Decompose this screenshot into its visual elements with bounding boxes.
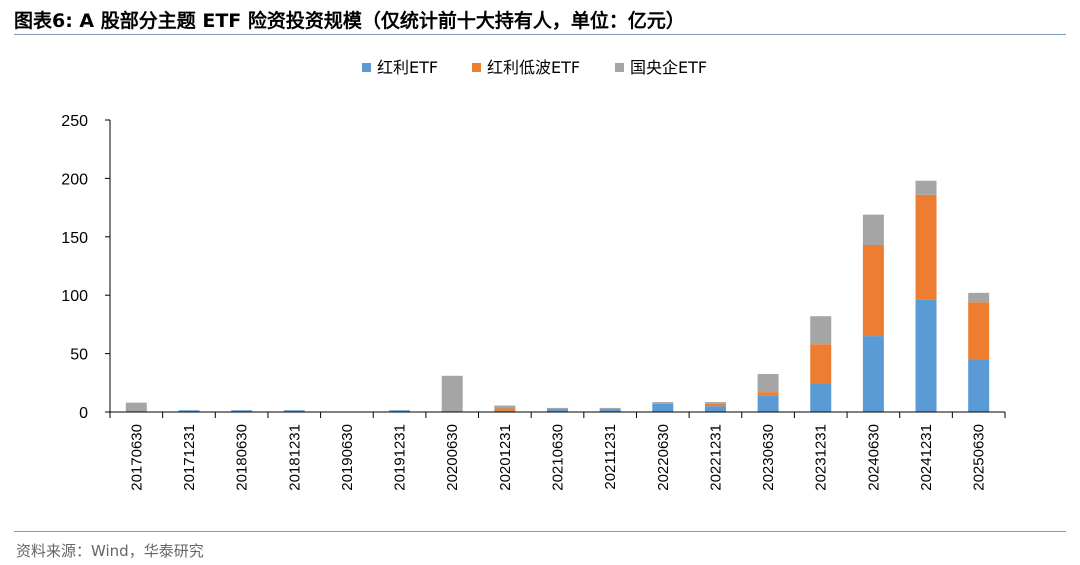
x-tick-label: 20200630 <box>444 424 461 491</box>
y-tick-label: 250 <box>61 113 88 130</box>
bar-segment-20231231-series-2 <box>810 344 832 384</box>
bar-segment-20230630-series-2 <box>757 392 779 396</box>
x-tick-label: 20210630 <box>550 424 567 491</box>
bar-segment-20221231-series-1 <box>704 406 726 412</box>
bar-segment-20201231-series-1 <box>494 410 516 412</box>
y-tick-label: 200 <box>61 171 88 188</box>
bar-segment-20181231-series-1 <box>283 410 305 412</box>
x-tick-label: 20181231 <box>286 424 303 491</box>
bar-segment-20220630-series-3 <box>652 402 674 404</box>
x-tick-label: 20191231 <box>392 424 409 491</box>
x-tick-label: 20201231 <box>497 424 514 491</box>
bar-segment-20241231-series-3 <box>915 180 937 195</box>
bar-segment-20220630-series-1 <box>652 403 674 412</box>
bar-segment-20231231-series-1 <box>810 383 832 412</box>
x-tick-label: 20241231 <box>918 424 935 491</box>
bar-segment-20250630-series-2 <box>968 302 990 360</box>
bar-segment-20250630-series-1 <box>968 359 990 412</box>
bar-segment-20221231-series-3 <box>704 402 726 404</box>
bar-segment-20201231-series-3 <box>494 405 516 409</box>
legend: 红利ETF 红利低波ETF 国央企ETF <box>362 58 707 77</box>
x-tick-label: 20211231 <box>602 424 619 490</box>
source-note: 资料来源：Wind，华泰研究 <box>16 542 204 560</box>
chart-title: 图表6: A 股部分主题 ETF 险资投资规模（仅统计前十大持有人，单位：亿元） <box>14 10 685 32</box>
stacked-bar-chart: 红利ETF 红利低波ETF 国央企ETF 0 50 100 150 200 250 201706… <box>61 58 1006 491</box>
bar-segment-20171231-series-1 <box>178 410 200 412</box>
bar-segment-20230630-series-3 <box>757 374 779 393</box>
axes: 0 50 100 150 200 250 20170630 20171231 20180630 2… <box>61 113 1006 491</box>
bar-segment-20211231-series-1 <box>599 409 621 412</box>
legend-label-1: 红利ETF <box>377 58 438 77</box>
x-tick-label: 20231231 <box>813 424 830 491</box>
bars <box>125 180 990 412</box>
bar-segment-20211231-series-3 <box>599 407 621 410</box>
bar-segment-20210630-series-1 <box>547 409 568 412</box>
x-tick-label: 20190630 <box>339 424 356 491</box>
bar-segment-20240630-series-3 <box>862 214 884 245</box>
legend-swatch-2 <box>472 63 481 72</box>
bar-segment-20180630-series-1 <box>231 410 253 412</box>
x-tick-label: 20180630 <box>234 424 251 491</box>
x-tick-label: 20171231 <box>181 424 198 491</box>
y-tick-label: 150 <box>61 230 88 247</box>
bar-segment-20170630-series-3 <box>125 402 147 412</box>
bar-segment-20241231-series-2 <box>915 194 937 300</box>
bar-segment-20221231-series-2 <box>704 403 726 407</box>
legend-label-2: 红利低波ETF <box>487 58 580 77</box>
y-tick-label: 0 <box>79 405 88 422</box>
legend-label-3: 国央企ETF <box>630 58 707 77</box>
x-tick-label: 20230630 <box>760 424 777 491</box>
bar-segment-20240630-series-1 <box>862 336 884 412</box>
legend-swatch-3 <box>615 63 624 72</box>
bar-segment-20241231-series-1 <box>915 299 937 412</box>
bar-segment-20231231-series-3 <box>810 316 832 345</box>
x-tick-label: 20220630 <box>655 424 672 491</box>
bar-segment-20191231-series-1 <box>389 410 411 412</box>
bar-segment-20250630-series-3 <box>968 292 990 303</box>
y-tick-label: 50 <box>70 347 88 364</box>
x-tick-label: 20170630 <box>128 424 145 491</box>
bar-segment-20240630-series-2 <box>862 244 884 337</box>
bar-segment-20200630-series-3 <box>441 375 463 412</box>
bar-segment-20230630-series-1 <box>757 395 779 412</box>
x-tick-label: 20240630 <box>865 424 882 491</box>
legend-swatch-1 <box>362 63 371 72</box>
bar-segment-20201231-series-2 <box>494 408 516 411</box>
bar-segment-20210630-series-3 <box>547 407 568 410</box>
x-tick-label: 20221231 <box>707 424 724 491</box>
x-tick-label: 20250630 <box>971 424 988 491</box>
title-divider <box>14 34 1066 35</box>
y-tick-label: 100 <box>61 288 88 305</box>
footer-divider <box>14 531 1066 532</box>
